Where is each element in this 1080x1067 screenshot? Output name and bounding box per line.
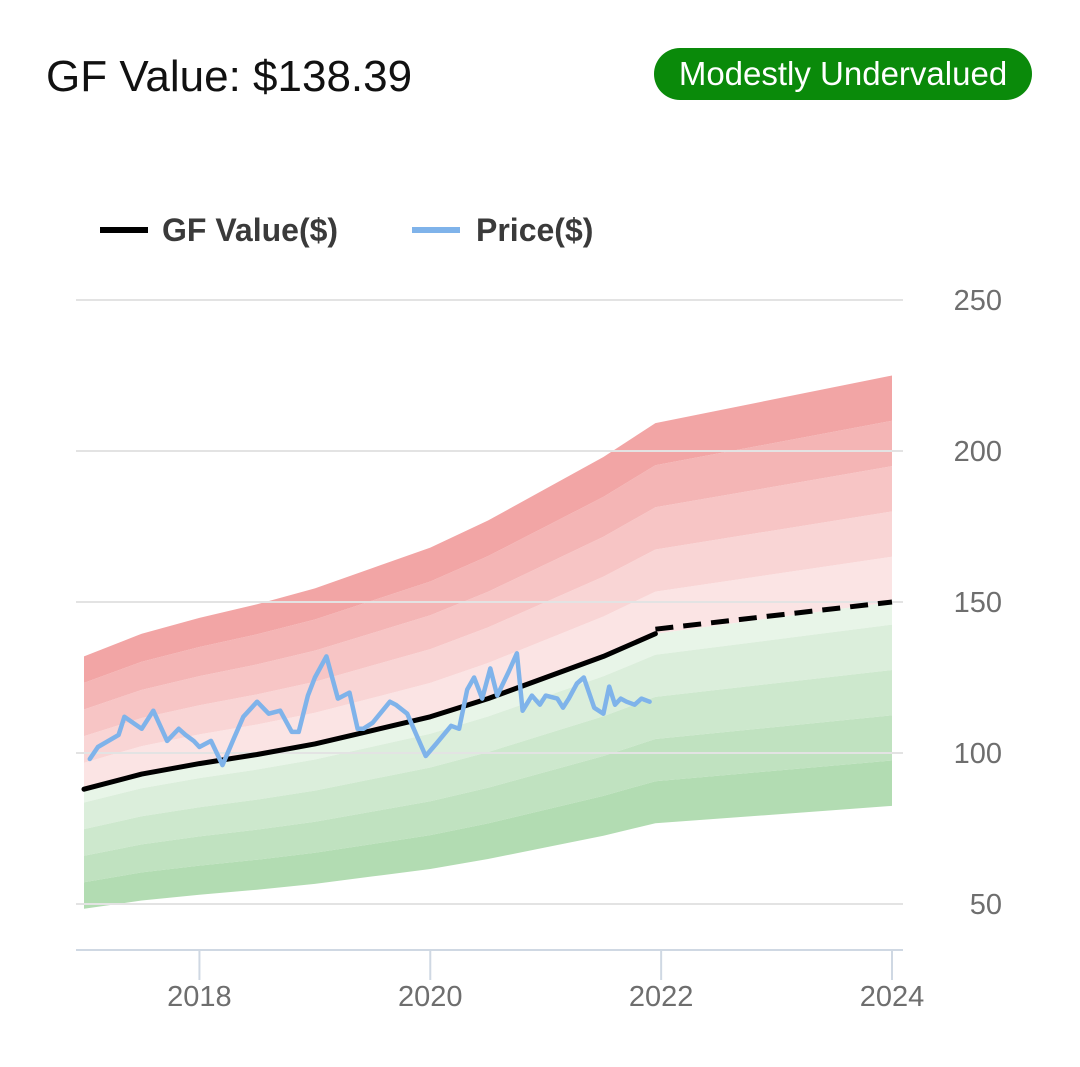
x-tick-label: 2020 bbox=[398, 981, 463, 1013]
legend: GF Value($) Price($) bbox=[100, 212, 593, 248]
under-band-5 bbox=[84, 760, 892, 909]
valuation-bands bbox=[84, 375, 892, 909]
valuation-badge: Modestly Undervalued bbox=[654, 48, 1032, 100]
over-band-2 bbox=[84, 511, 892, 763]
axes: 50 100 150 200 250 2018 2020 2022 2024 bbox=[76, 285, 1002, 1013]
legend-price-label: Price($) bbox=[476, 212, 593, 248]
y-tick-label: 250 bbox=[954, 285, 1002, 317]
over-band-5 bbox=[84, 375, 892, 683]
x-tick-label: 2018 bbox=[167, 981, 232, 1013]
under-band-2 bbox=[84, 624, 892, 830]
gf-value-projected-line bbox=[655, 599, 893, 632]
under-band-3 bbox=[84, 670, 892, 856]
x-tick-label: 2024 bbox=[860, 981, 925, 1013]
x-tick-label: 2022 bbox=[629, 981, 694, 1013]
series-lines bbox=[81, 599, 893, 792]
gf-value-title: GF Value: $138.39 bbox=[46, 52, 413, 101]
grid-lines bbox=[76, 299, 903, 905]
y-tick-label: 150 bbox=[954, 587, 1002, 619]
under-band-4 bbox=[84, 715, 892, 883]
legend-gf-value-label: GF Value($) bbox=[162, 212, 338, 248]
y-tick-label: 100 bbox=[954, 738, 1002, 770]
gf-value-line bbox=[81, 631, 658, 792]
y-tick-label: 200 bbox=[954, 436, 1002, 468]
over-band-4 bbox=[84, 420, 892, 710]
price-line bbox=[87, 651, 652, 768]
y-tick-label: 50 bbox=[970, 889, 1002, 921]
